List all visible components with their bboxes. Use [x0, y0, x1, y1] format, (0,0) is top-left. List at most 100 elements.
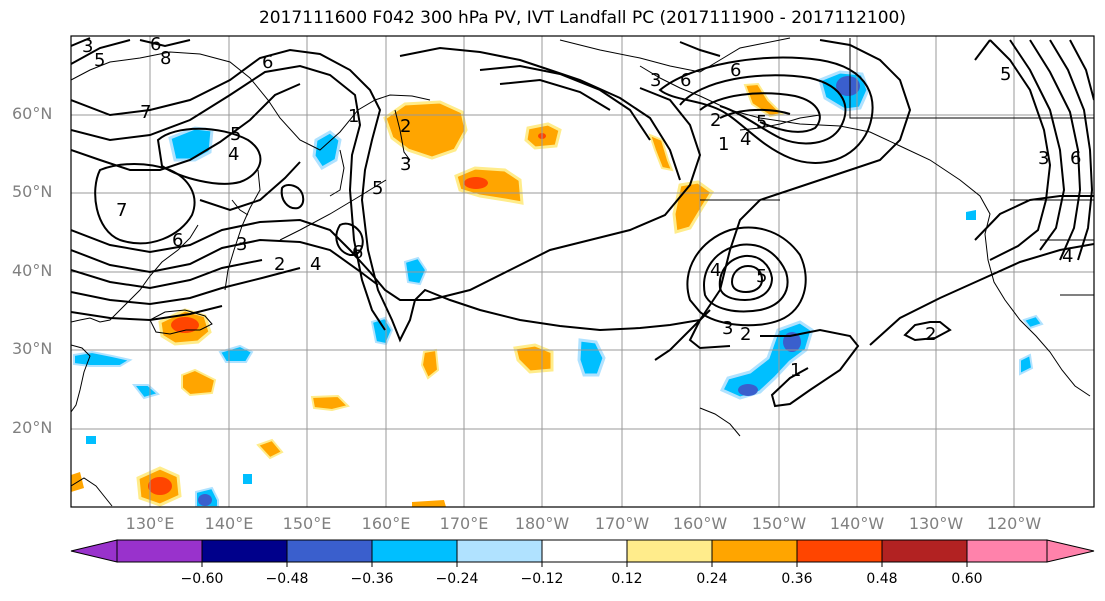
- contour-label: 4: [310, 254, 321, 275]
- contour-label: 2: [274, 254, 285, 275]
- lon-label: 150°E: [282, 514, 332, 533]
- colorbar-segment: [371, 539, 458, 563]
- contour-label: 5: [230, 124, 241, 145]
- colorbar-tick-label: −0.60: [180, 571, 224, 587]
- contour-label: 7: [116, 200, 127, 221]
- pv-core: [148, 477, 172, 495]
- colorbar-tick-label: 0.12: [611, 571, 643, 587]
- pv-negative-region: [86, 436, 96, 444]
- contour-label: 6: [352, 242, 363, 263]
- pv-negative-region: [403, 256, 428, 286]
- contour-label: 5: [372, 178, 383, 199]
- colorbar-segment: [456, 539, 543, 563]
- colorbar-segment: [711, 539, 798, 563]
- pv-negative-region: [243, 474, 252, 484]
- contour-label: 3: [236, 234, 247, 255]
- colorbar-segment: [796, 539, 883, 563]
- lon-label: 130°E: [125, 514, 175, 533]
- lon-label: 170°W: [594, 514, 650, 533]
- contour-label: 5: [94, 50, 105, 71]
- pv-negative-region: [370, 316, 394, 346]
- lat-label: 30°N: [12, 339, 53, 358]
- lat-label: 20°N: [12, 418, 53, 437]
- lat-label: 50°N: [12, 182, 53, 201]
- pv-negative-region: [218, 344, 254, 363]
- contour-label: 3: [400, 154, 411, 175]
- contour-label: 3: [82, 36, 93, 57]
- contour-label: 6: [172, 230, 183, 251]
- colorbar-segment: [286, 539, 373, 563]
- pv-positive-region: [412, 500, 446, 507]
- lon-label: 140°E: [204, 514, 254, 533]
- contour-label: 5: [1000, 64, 1011, 85]
- contour-label: 1: [790, 360, 801, 381]
- colorbar-segment: [626, 539, 713, 563]
- contour-label: 6: [730, 60, 741, 81]
- contour-label: 4: [228, 144, 239, 165]
- pv-core: [198, 494, 212, 506]
- pv-core: [464, 177, 488, 189]
- lon-label: 140°W: [829, 514, 885, 533]
- contour-label: 2: [740, 324, 751, 345]
- pv-positive-region: [743, 82, 785, 118]
- pv-shading: [71, 70, 1044, 507]
- colorbar-tick-label: 0.48: [866, 571, 898, 587]
- pv-positive-region: [256, 438, 284, 460]
- colorbar-tick-label: 0.24: [696, 571, 728, 587]
- pv-negative-region: [131, 384, 161, 400]
- lon-label: 120°W: [986, 514, 1042, 533]
- gridlines: [71, 36, 1094, 507]
- colorbar-segment: [966, 539, 1048, 563]
- pv-core: [738, 384, 758, 396]
- pv-negative-region: [1022, 314, 1044, 330]
- pv-core: [836, 76, 860, 96]
- contour-label: 3: [650, 70, 661, 91]
- contour-label: 1: [348, 106, 359, 127]
- contour-label: 6: [150, 34, 161, 55]
- map-content: 7 6 5 4 3 2 1 6 5 4 3 2 7 6 4 3 2 1 5 6 …: [71, 34, 1094, 507]
- contour-label: 2: [925, 324, 936, 345]
- pv-negative-region: [312, 130, 342, 170]
- contour-label: 5: [756, 112, 767, 133]
- pv-negative-region: [1019, 353, 1034, 376]
- lon-label: 180°W: [514, 514, 570, 533]
- pv-positive-region: [310, 394, 350, 412]
- pv-positive-region: [513, 343, 554, 374]
- contour-label: 6: [1070, 148, 1081, 169]
- pv-positive-region: [454, 166, 524, 205]
- colorbar-extend-min: [70, 539, 118, 563]
- contour-label: 5: [756, 266, 767, 287]
- lon-label: 170°E: [439, 514, 489, 533]
- ivt-contours: [71, 37, 1094, 408]
- pv-negative-region: [577, 338, 606, 377]
- map-title: 2017111600 F042 300 hPa PV, IVT Landfall…: [258, 8, 906, 28]
- colorbar-tick-label: −0.36: [350, 571, 394, 587]
- lon-label: 150°W: [751, 514, 807, 533]
- pv-positive-region: [181, 368, 217, 397]
- pv-negative-region: [73, 350, 133, 367]
- colorbar: [70, 539, 1095, 567]
- colorbar-tick-label: −0.48: [265, 571, 309, 587]
- contour-label: 2: [710, 110, 721, 131]
- contour-label: 2: [400, 116, 411, 137]
- colorbar-tick-label: 0.36: [781, 571, 813, 587]
- pv-positive-region: [383, 100, 468, 160]
- pv-negative-region: [168, 126, 214, 162]
- colorbar-tick-label: −0.12: [520, 571, 564, 587]
- colorbar-segment: [116, 539, 203, 563]
- colorbar-tick-label: 0.60: [951, 571, 983, 587]
- contour-label: 4: [1062, 246, 1073, 267]
- colorbar-tick-label: −0.24: [435, 571, 479, 587]
- contour-label: 3: [1038, 148, 1049, 169]
- contour-label: 4: [740, 129, 751, 150]
- colorbar-segment: [881, 539, 968, 563]
- lon-label: 160°W: [672, 514, 728, 533]
- contour-label: 8: [160, 48, 171, 69]
- contour-labels: 7 6 5 4 3 2 1 6 5 4 3 2 7 6 4 3 2 1 5 6 …: [82, 34, 1081, 381]
- colorbar-extend-max: [1046, 539, 1095, 563]
- contour-label: 6: [680, 70, 691, 91]
- colorbar-segment: [201, 539, 288, 563]
- pv-positive-region: [672, 180, 715, 234]
- contour-label: 1: [718, 134, 729, 155]
